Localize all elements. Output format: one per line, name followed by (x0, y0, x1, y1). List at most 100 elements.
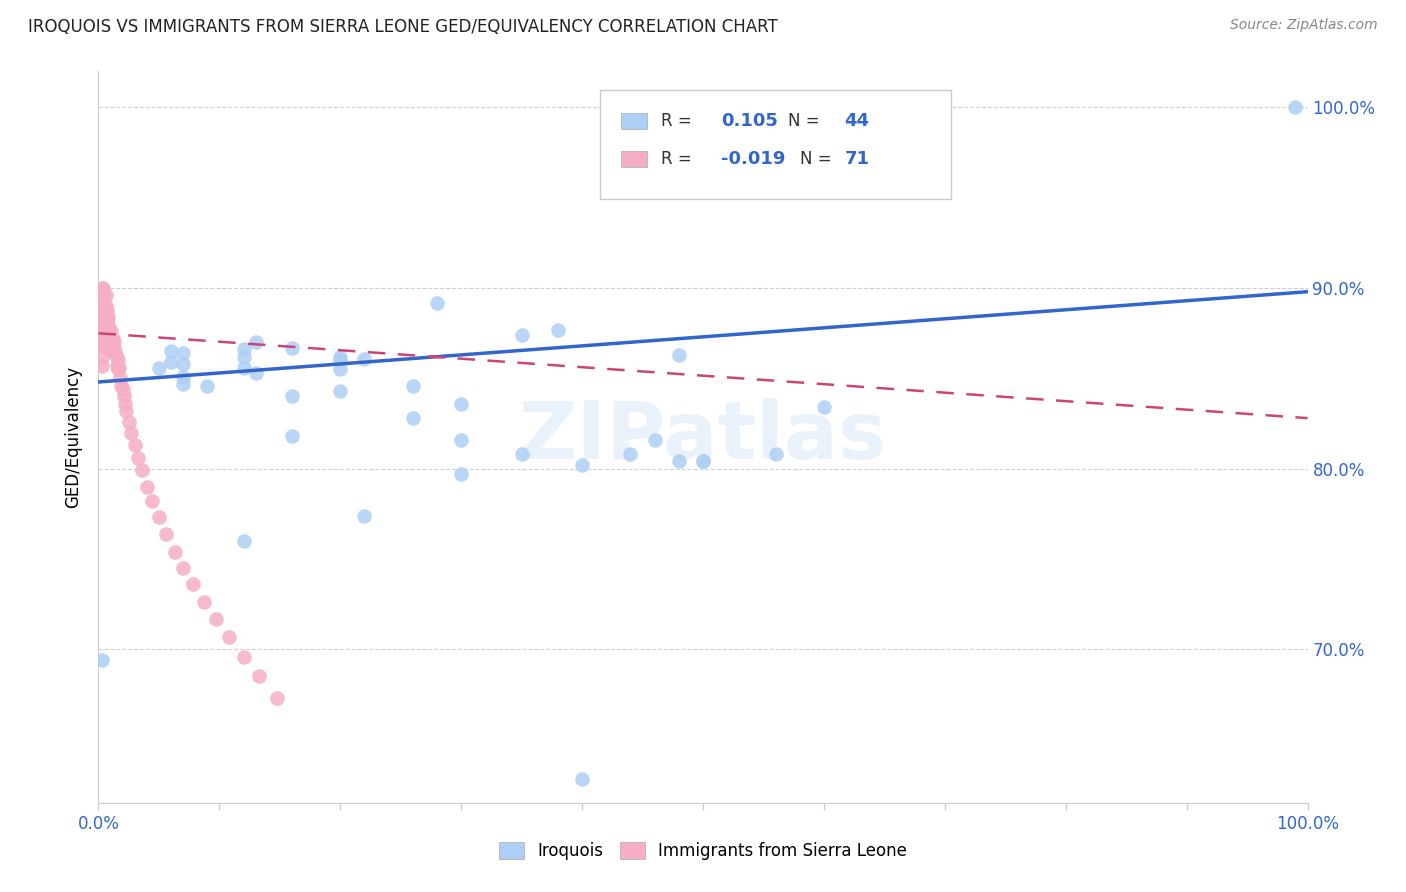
Point (110, 378, 132, 392)
Point (91, 306, 114, 320)
Point (94, 317, 117, 331)
Point (1284, 100, 1306, 114)
Point (329, 362, 352, 376)
Point (91, 308, 114, 322)
Point (91, 295, 114, 310)
Point (96, 302, 118, 317)
Legend: Iroquois, Immigrants from Sierra Leone: Iroquois, Immigrants from Sierra Leone (499, 842, 907, 860)
Point (91, 281, 114, 295)
Point (232, 350, 254, 364)
Point (104, 344, 127, 359)
Text: Source: ZipAtlas.com: Source: ZipAtlas.com (1230, 18, 1378, 32)
Point (115, 404, 138, 418)
Point (232, 343, 254, 357)
Point (107, 353, 129, 368)
Point (131, 463, 153, 477)
FancyBboxPatch shape (600, 90, 950, 200)
Text: ZIPatlas: ZIPatlas (519, 398, 887, 476)
Point (193, 595, 215, 609)
Point (100, 332, 122, 346)
Point (96, 332, 118, 346)
Point (181, 577, 204, 591)
Point (765, 447, 787, 461)
Point (329, 350, 352, 364)
Point (93, 328, 115, 343)
Text: 71: 71 (845, 150, 869, 168)
Point (160, 355, 183, 369)
Point (668, 454, 690, 468)
Point (668, 348, 690, 362)
Point (127, 450, 149, 465)
Point (100, 325, 122, 339)
Point (160, 344, 183, 359)
Point (218, 630, 240, 644)
Point (247, 669, 270, 683)
Point (94, 299, 117, 313)
Point (426, 295, 449, 310)
Point (93, 290, 115, 304)
Text: N =: N = (800, 150, 831, 168)
Point (97, 318, 120, 333)
Point (353, 351, 375, 366)
Point (329, 353, 352, 368)
Point (91, 330, 114, 344)
Point (232, 360, 254, 375)
Point (692, 454, 714, 468)
Point (124, 438, 146, 452)
Point (281, 341, 304, 355)
Point (163, 545, 186, 559)
Point (245, 366, 267, 380)
Point (101, 344, 124, 359)
Point (94, 288, 117, 302)
Point (98, 332, 121, 346)
Point (91, 339, 114, 353)
Point (105, 350, 128, 364)
Point (94, 335, 117, 350)
Point (93, 318, 115, 333)
Point (91, 653, 114, 667)
Point (813, 401, 835, 415)
Text: R =: R = (661, 112, 692, 130)
Point (510, 328, 533, 343)
Point (101, 332, 124, 346)
Point (108, 371, 131, 385)
Point (172, 561, 194, 575)
Point (619, 447, 641, 461)
Point (91, 281, 114, 295)
Point (108, 360, 131, 375)
Point (232, 533, 254, 548)
Point (114, 397, 136, 411)
Point (94, 326, 117, 341)
Text: N =: N = (787, 112, 820, 130)
Point (96, 313, 118, 327)
Point (571, 772, 593, 787)
Point (245, 335, 267, 350)
Y-axis label: GED/Equivalency: GED/Equivalency (65, 366, 83, 508)
Point (450, 433, 472, 447)
Point (148, 360, 170, 375)
Point (91, 318, 114, 333)
Point (402, 411, 425, 425)
Point (91, 350, 114, 364)
Point (107, 362, 129, 376)
Point (93, 299, 115, 313)
Point (353, 508, 375, 523)
Point (96, 323, 118, 337)
Point (100, 335, 122, 350)
Point (281, 429, 304, 443)
Point (172, 357, 194, 371)
Point (98, 321, 121, 335)
Point (103, 335, 125, 350)
Point (93, 310, 115, 324)
Point (644, 433, 666, 447)
Point (172, 376, 194, 391)
Text: R =: R = (661, 150, 692, 168)
FancyBboxPatch shape (621, 113, 647, 129)
Point (100, 344, 122, 359)
Point (94, 308, 117, 322)
Text: 44: 44 (845, 112, 869, 130)
Point (97, 310, 120, 324)
Point (155, 526, 177, 541)
Point (402, 378, 425, 392)
FancyBboxPatch shape (621, 151, 647, 167)
